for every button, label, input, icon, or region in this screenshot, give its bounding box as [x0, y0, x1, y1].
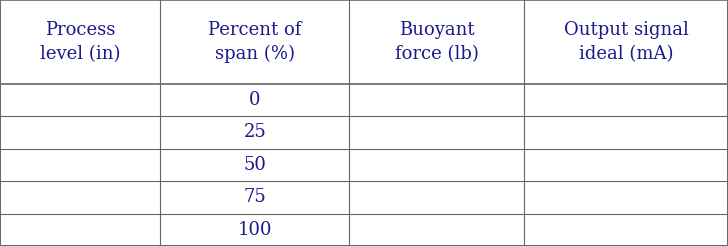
Text: 75: 75	[243, 188, 266, 206]
Text: Percent of
span (%): Percent of span (%)	[208, 21, 301, 63]
Text: Process
level (in): Process level (in)	[40, 21, 120, 63]
Text: 100: 100	[237, 221, 272, 239]
Text: 50: 50	[243, 156, 266, 174]
Text: Output signal
ideal (mA): Output signal ideal (mA)	[563, 21, 689, 63]
Text: 0: 0	[249, 91, 261, 109]
Text: Buoyant
force (lb): Buoyant force (lb)	[395, 21, 479, 63]
Text: 25: 25	[243, 123, 266, 141]
